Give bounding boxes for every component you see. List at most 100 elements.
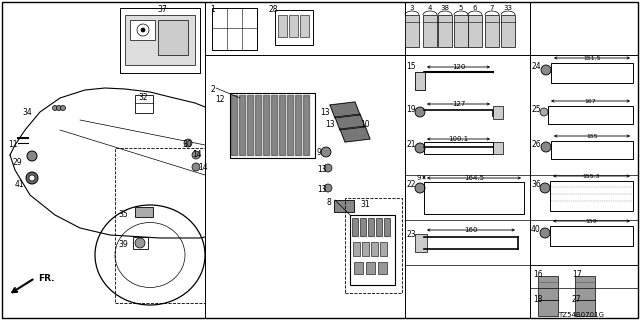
Polygon shape: [340, 126, 370, 142]
Bar: [454, 15, 468, 47]
Circle shape: [56, 106, 61, 110]
Text: 127: 127: [452, 101, 465, 107]
Circle shape: [415, 183, 425, 193]
Circle shape: [26, 172, 38, 184]
Text: 13: 13: [317, 165, 326, 174]
Circle shape: [540, 228, 550, 238]
Text: 33: 33: [504, 5, 513, 11]
Bar: [551, 63, 633, 83]
Bar: [334, 200, 354, 212]
Bar: [501, 15, 515, 47]
Text: 3: 3: [410, 5, 414, 11]
Bar: [350, 215, 395, 285]
Bar: [424, 142, 493, 154]
Text: 22: 22: [406, 180, 415, 189]
Bar: [345, 198, 402, 293]
Circle shape: [321, 147, 331, 157]
Circle shape: [192, 151, 200, 159]
Text: 15: 15: [406, 62, 415, 71]
Bar: [352, 218, 358, 236]
Bar: [424, 182, 524, 214]
Circle shape: [192, 163, 200, 171]
Text: 16: 16: [533, 270, 543, 279]
Text: 7: 7: [490, 5, 494, 11]
Bar: [575, 300, 595, 316]
Text: 17: 17: [572, 270, 582, 279]
Text: 14: 14: [198, 163, 207, 172]
Text: 160: 160: [464, 227, 477, 233]
Text: 2: 2: [210, 85, 215, 94]
Bar: [493, 106, 503, 119]
Text: 159: 159: [586, 219, 597, 224]
Text: 1: 1: [210, 5, 215, 14]
Text: 26: 26: [531, 140, 541, 149]
Text: 19: 19: [406, 105, 415, 114]
Bar: [115, 148, 205, 303]
Bar: [354, 262, 363, 274]
Text: 6: 6: [473, 5, 477, 11]
Bar: [538, 276, 558, 300]
Text: 9: 9: [316, 148, 321, 157]
Text: 31: 31: [360, 200, 370, 209]
Text: 38: 38: [440, 5, 449, 11]
Bar: [575, 276, 595, 300]
Text: 40: 40: [531, 225, 541, 234]
Text: 12: 12: [215, 95, 225, 104]
Bar: [378, 262, 387, 274]
Bar: [135, 207, 153, 217]
Bar: [133, 237, 148, 249]
Text: 10: 10: [360, 120, 370, 129]
Circle shape: [184, 139, 192, 147]
Text: 13: 13: [317, 185, 326, 194]
Bar: [415, 234, 427, 252]
Circle shape: [540, 108, 548, 116]
Circle shape: [141, 28, 145, 32]
Text: 155: 155: [586, 134, 598, 139]
Bar: [384, 218, 390, 236]
Bar: [368, 218, 374, 236]
Bar: [362, 242, 369, 256]
Text: 164.5: 164.5: [464, 175, 484, 181]
Text: 23: 23: [406, 230, 415, 239]
Text: 8: 8: [326, 198, 331, 207]
Text: 13: 13: [320, 108, 330, 117]
Bar: [405, 15, 419, 47]
Text: 18: 18: [533, 295, 543, 304]
Text: 151.5: 151.5: [583, 56, 601, 61]
Circle shape: [27, 151, 37, 161]
Bar: [130, 20, 155, 40]
Text: 28: 28: [268, 5, 278, 14]
Circle shape: [540, 183, 550, 193]
Text: 32: 32: [138, 93, 148, 102]
Polygon shape: [330, 102, 360, 118]
Bar: [538, 300, 558, 316]
Text: 29: 29: [12, 158, 22, 167]
Text: 25: 25: [531, 105, 541, 114]
Text: 155.3: 155.3: [582, 174, 600, 179]
Text: 9: 9: [417, 174, 421, 180]
Bar: [548, 106, 633, 124]
Bar: [550, 226, 633, 246]
Text: 35: 35: [118, 210, 128, 219]
Polygon shape: [335, 114, 365, 130]
Text: 34: 34: [22, 108, 32, 117]
Bar: [289, 15, 298, 37]
Circle shape: [415, 143, 425, 153]
Circle shape: [137, 24, 149, 36]
Text: 14: 14: [192, 150, 202, 159]
Text: 11: 11: [8, 140, 17, 149]
Circle shape: [415, 107, 425, 117]
Text: FR.: FR.: [38, 274, 54, 283]
Bar: [485, 15, 499, 47]
Bar: [300, 15, 309, 37]
Bar: [125, 15, 195, 65]
Bar: [380, 242, 387, 256]
Bar: [371, 242, 378, 256]
Text: 27: 27: [572, 295, 582, 304]
Bar: [212, 8, 257, 50]
Bar: [278, 15, 287, 37]
Circle shape: [135, 238, 145, 248]
Text: 120: 120: [452, 64, 465, 70]
Text: 167: 167: [584, 99, 596, 104]
Text: 37: 37: [157, 5, 167, 14]
